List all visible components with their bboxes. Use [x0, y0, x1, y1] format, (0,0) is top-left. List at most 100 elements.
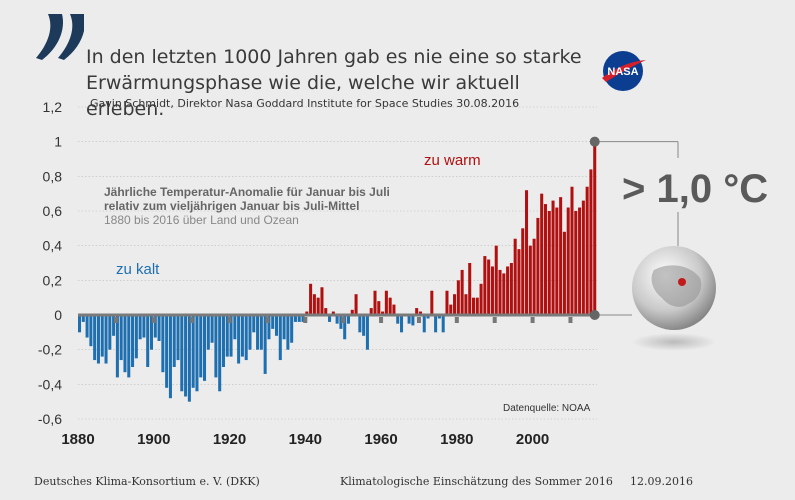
bar	[400, 315, 404, 333]
bar	[214, 315, 218, 378]
x-tick-mark	[568, 317, 573, 323]
bar	[290, 315, 294, 343]
bar	[218, 315, 222, 392]
bar	[578, 207, 582, 315]
globe-shadow	[632, 333, 716, 351]
quote-line-1: In den letzten 1000 Jahren gab es nie ei…	[86, 46, 582, 68]
chart-bars	[78, 141, 597, 402]
bar	[350, 309, 354, 315]
bar	[282, 315, 286, 340]
bar	[430, 290, 434, 315]
y-tick-label: 1,2	[43, 99, 63, 115]
bar	[225, 315, 229, 357]
bar	[328, 315, 332, 322]
bar	[271, 315, 275, 329]
bar	[187, 315, 191, 402]
bar	[509, 263, 513, 315]
x-tick-mark	[265, 317, 270, 323]
callout-connector	[589, 136, 679, 320]
bar	[343, 315, 347, 340]
bar	[153, 315, 157, 338]
bar	[566, 207, 570, 315]
bar	[441, 315, 445, 333]
bar	[127, 315, 131, 378]
bar	[312, 294, 316, 315]
quote-line-2: Erwärmungsphase wie die, welche wir aktu…	[86, 72, 520, 120]
bar	[138, 315, 142, 340]
bar	[456, 280, 460, 315]
y-tick-label: 0,4	[43, 238, 63, 254]
bar	[547, 211, 551, 315]
y-tick-label: 0	[54, 307, 62, 323]
bar	[502, 273, 506, 315]
bar	[274, 315, 279, 336]
bar	[203, 315, 207, 381]
bar	[168, 315, 172, 399]
x-tick-label: 1960	[364, 431, 397, 448]
bar	[422, 315, 426, 333]
footer-date: 12.09.2016	[630, 475, 693, 488]
label-cold: zu kalt	[116, 261, 160, 278]
bar	[418, 311, 422, 315]
bar	[172, 315, 176, 367]
data-source-note: Datenquelle: NOAA	[503, 403, 591, 414]
bar	[263, 315, 267, 374]
bar	[449, 304, 453, 315]
y-tick-label: -0,2	[38, 342, 62, 358]
bar	[362, 315, 366, 336]
bar	[593, 141, 597, 315]
bar	[134, 315, 138, 359]
bar	[161, 315, 165, 373]
bar	[305, 311, 309, 315]
x-tick-label: 1900	[137, 431, 170, 448]
nasa-logo-swoosh	[602, 60, 646, 82]
bar	[434, 315, 438, 333]
bar	[180, 315, 184, 392]
bar	[388, 297, 392, 315]
x-axis-ticks	[113, 317, 573, 323]
bar	[346, 315, 350, 324]
x-tick-mark	[227, 317, 232, 323]
bar	[191, 315, 195, 388]
bar	[453, 294, 457, 315]
x-tick-mark	[189, 317, 194, 323]
bar	[149, 315, 154, 350]
bar	[297, 315, 301, 322]
bar	[585, 186, 589, 315]
chart-title-line-2: relativ zum vieljährigen Januar bis Juli…	[104, 199, 359, 213]
callout-text: > 1,0 °C	[622, 167, 768, 211]
x-tick-label: 1880	[61, 431, 94, 448]
y-axis-labels: -0,6 -0,4 -0,2 0 0,2 0,4 0,6 0,8 1 1,2	[38, 99, 62, 427]
x-tick-label: 2000	[516, 431, 549, 448]
bar	[210, 315, 214, 343]
bar	[324, 308, 328, 315]
bar	[384, 290, 388, 315]
bar	[471, 297, 476, 315]
y-tick-label: 1	[54, 134, 62, 150]
bar	[115, 315, 119, 378]
bar	[339, 315, 343, 329]
bar	[407, 315, 411, 324]
connector-dot-top	[589, 136, 600, 147]
bar	[562, 231, 566, 315]
bar	[445, 290, 449, 315]
bar	[487, 259, 491, 315]
bar	[104, 315, 108, 364]
x-tick-mark	[379, 317, 384, 323]
bar	[475, 297, 479, 315]
bar	[176, 315, 180, 361]
bar	[543, 204, 547, 315]
bar	[123, 315, 127, 373]
x-tick-mark	[454, 317, 459, 323]
bar	[415, 308, 419, 315]
bar	[540, 193, 544, 315]
nasa-logo: NASA	[602, 51, 646, 91]
bar	[551, 200, 555, 315]
bar	[574, 211, 578, 315]
bar	[96, 315, 100, 364]
x-tick-label: 1940	[289, 431, 322, 448]
bar	[119, 315, 123, 361]
label-warm: zu warm	[424, 152, 481, 169]
bar	[252, 315, 256, 333]
